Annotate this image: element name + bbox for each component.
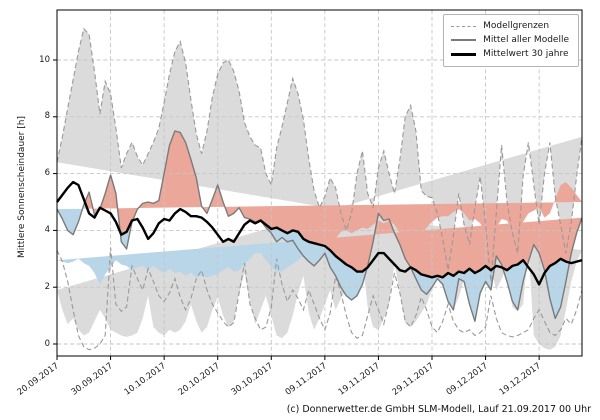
plot-border: [56, 9, 583, 357]
y-tick-label: 0: [44, 338, 50, 349]
model-upper-bound-line: [56, 27, 583, 282]
y-axis-label: Mittlere Sonnenscheindauer [h]: [17, 116, 27, 258]
legend-label: Mittelwert 30 jahre: [483, 49, 569, 59]
legend-label: Mittel aller Modelle: [483, 35, 569, 45]
legend-item-model-mean: Mittel aller Modelle: [451, 33, 569, 47]
y-tick-label: 10: [39, 54, 50, 65]
dashed-line-swatch: [451, 25, 477, 27]
y-tick-label: 6: [44, 168, 50, 179]
legend-label: Modellgrenzen: [483, 21, 550, 31]
y-tick-label: 4: [44, 224, 50, 235]
model-range-band: [57, 28, 582, 350]
gray-line-swatch: [451, 39, 477, 41]
copyright-caption: (c) Donnerwetter.de GmbH SLM-Modell, Lau…: [286, 404, 591, 415]
y-tick-label: 2: [44, 281, 50, 292]
black-line-swatch: [451, 52, 477, 56]
model-lower-bound-line: [56, 247, 583, 351]
legend-item-model-range: Modellgrenzen: [451, 19, 569, 33]
legend-item-climatology: Mittelwert 30 jahre: [451, 47, 569, 61]
climatology-30yr-line: [56, 180, 583, 286]
y-tick-label: 8: [44, 111, 50, 122]
legend: Modellgrenzen Mittel aller Modelle Mitte…: [443, 14, 579, 67]
